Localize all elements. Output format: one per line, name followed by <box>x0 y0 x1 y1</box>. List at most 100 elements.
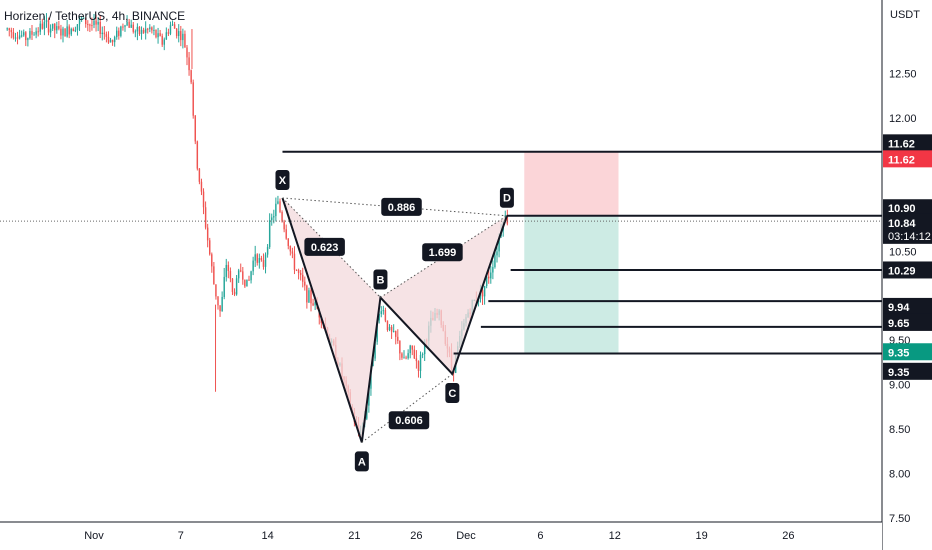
price-tag-stop <box>883 150 932 168</box>
pattern-point-badge <box>373 269 388 290</box>
y-tick-label: 10.50 <box>889 246 917 258</box>
candle-body <box>295 269 298 271</box>
candle-body <box>41 23 44 29</box>
candle-body <box>382 310 385 312</box>
candle-body <box>27 38 29 41</box>
candle-body <box>149 27 151 29</box>
candle-body <box>85 17 87 25</box>
candle-body <box>8 28 10 30</box>
target-zone[interactable] <box>524 216 619 354</box>
candle-body <box>281 211 283 222</box>
candle-body <box>66 26 68 37</box>
candle-body <box>293 253 296 270</box>
candle-body <box>190 70 192 83</box>
price-tag-level <box>883 313 932 331</box>
candle-body <box>91 25 93 27</box>
candle-body <box>289 245 292 252</box>
candle-body <box>64 28 66 37</box>
ratio-label: 0.886 <box>388 202 416 214</box>
candle-body <box>43 21 46 29</box>
candle-body <box>167 32 170 34</box>
candle-body <box>103 32 106 35</box>
ratio-badge <box>422 243 463 262</box>
candle-body <box>29 31 31 39</box>
candle-body <box>215 284 217 297</box>
price-tag-current <box>883 213 932 244</box>
candle-body <box>23 32 25 36</box>
pattern-point-x: X <box>279 175 287 187</box>
price-tag-target <box>883 343 932 361</box>
candle-body <box>233 291 236 295</box>
candle-body <box>421 354 424 356</box>
price-tag-level-text: 9.65 <box>888 318 909 330</box>
candle-body <box>268 220 271 248</box>
candle-body <box>51 23 54 29</box>
candle-body <box>388 326 391 331</box>
candle-body <box>490 272 492 279</box>
candle-body <box>157 33 159 38</box>
candle-body <box>378 314 380 321</box>
candle-body <box>76 24 79 30</box>
candle-body <box>302 274 304 282</box>
candle-body <box>283 221 285 230</box>
candle-body <box>252 260 254 272</box>
price-tag-target-text: 9.35 <box>888 347 909 359</box>
candle-body <box>49 28 52 33</box>
candle-body <box>159 33 161 36</box>
pattern-point-badge <box>445 382 460 403</box>
candle-body <box>184 33 186 48</box>
candle-body <box>264 254 267 267</box>
position-zones <box>524 151 619 354</box>
candle-body <box>122 26 124 28</box>
candle-body <box>306 285 308 303</box>
candle-body <box>68 26 70 35</box>
candle-body <box>297 270 300 273</box>
candle-body <box>56 26 58 31</box>
candle-body <box>202 191 205 208</box>
candle-body <box>144 28 147 33</box>
candle-body <box>415 358 418 362</box>
candle-body <box>206 227 209 241</box>
candle-body <box>116 30 118 38</box>
candle-body <box>397 336 399 341</box>
candle-body <box>423 340 426 355</box>
candle-body <box>161 35 163 45</box>
stop-zone[interactable] <box>524 151 619 217</box>
level-lines[interactable] <box>0 150 882 355</box>
candle-body <box>481 290 484 297</box>
price-tag-level <box>883 199 932 217</box>
pattern-point-a: A <box>358 456 366 468</box>
candle-body <box>74 29 77 32</box>
time-axis[interactable] <box>0 522 882 550</box>
y-tick-label: 12.00 <box>889 113 917 125</box>
candle-body <box>194 115 196 142</box>
candle-body <box>411 345 413 350</box>
candle-body <box>209 240 211 255</box>
x-tick-label: 19 <box>695 530 707 542</box>
x-tick-label: 14 <box>261 530 273 542</box>
candle-body <box>196 141 199 169</box>
candle-body <box>248 279 250 281</box>
candle-body <box>171 24 174 26</box>
price-tag-level <box>883 261 932 279</box>
candle-body <box>153 29 155 31</box>
candle-body <box>18 35 21 39</box>
candle-body <box>256 254 258 263</box>
price-tag-level <box>883 297 932 315</box>
x-tick-label: 26 <box>782 530 794 542</box>
candle-body <box>173 24 176 29</box>
candle-body <box>80 18 83 20</box>
candle-body <box>54 23 56 31</box>
harmonic-pattern[interactable]: 0.623 0.886 1.699 0.606 X A B C D <box>275 169 514 472</box>
candle-body <box>374 341 376 359</box>
pattern-point-b: B <box>376 275 384 287</box>
candle-body <box>405 357 407 359</box>
candle-body <box>219 305 221 312</box>
candle-body <box>109 39 112 43</box>
candle-body <box>390 326 393 332</box>
candle-body <box>312 303 314 306</box>
candle-body <box>99 21 101 35</box>
candle-body <box>182 33 184 41</box>
candle-body <box>192 82 194 116</box>
